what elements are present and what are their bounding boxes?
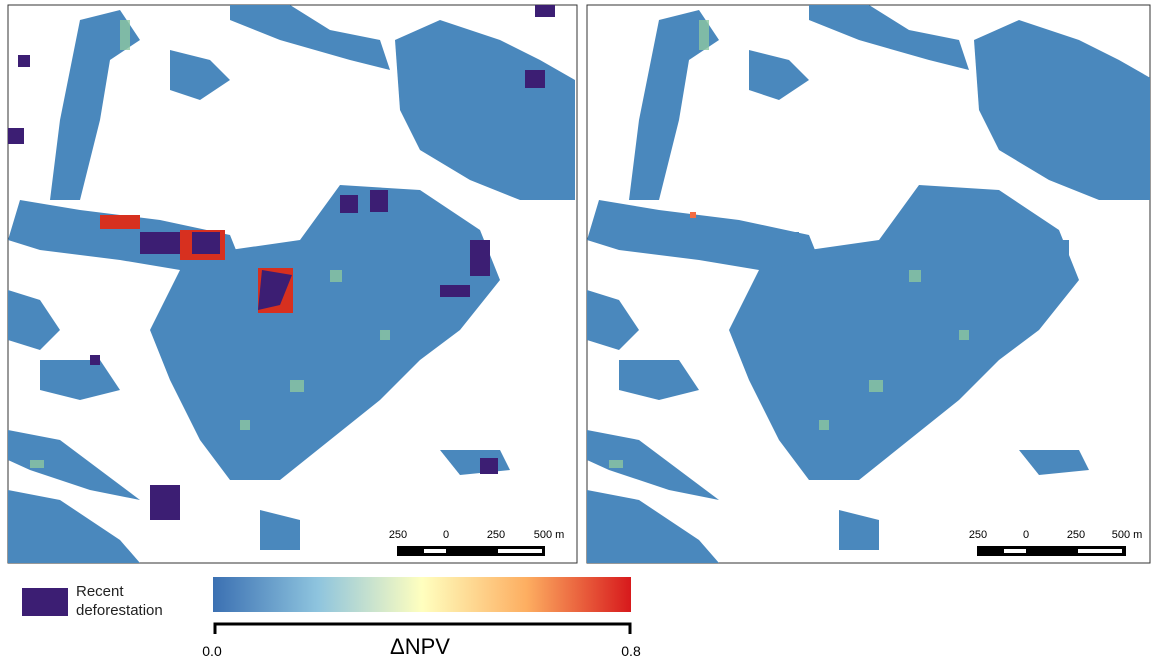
colorbar-min: 0.0: [202, 643, 222, 659]
scale-label: 250: [969, 529, 987, 541]
scale-label: 0: [443, 529, 449, 541]
scale-label: 500 m: [534, 529, 565, 541]
figure: 250 0 250 500 m 250 0 250 500 m 0.0 0.8 …: [0, 0, 1152, 663]
colorbar-title: ΔNPV: [390, 634, 450, 659]
colorbar: [213, 577, 631, 612]
scale-label: 250: [1067, 529, 1085, 541]
colorbar-bracket: [215, 624, 630, 634]
colorbar-max: 0.8: [621, 643, 641, 659]
scale-label: 500 m: [1112, 529, 1143, 541]
scale-label: 250: [389, 529, 407, 541]
legend-label: Recent deforestation: [76, 582, 196, 620]
scale-label: 0: [1023, 529, 1029, 541]
legend-swatch: [22, 588, 68, 616]
map-figure: 250 0 250 500 m 250 0 250 500 m 0.0 0.8 …: [0, 0, 1152, 663]
scale-label: 250: [487, 529, 505, 541]
